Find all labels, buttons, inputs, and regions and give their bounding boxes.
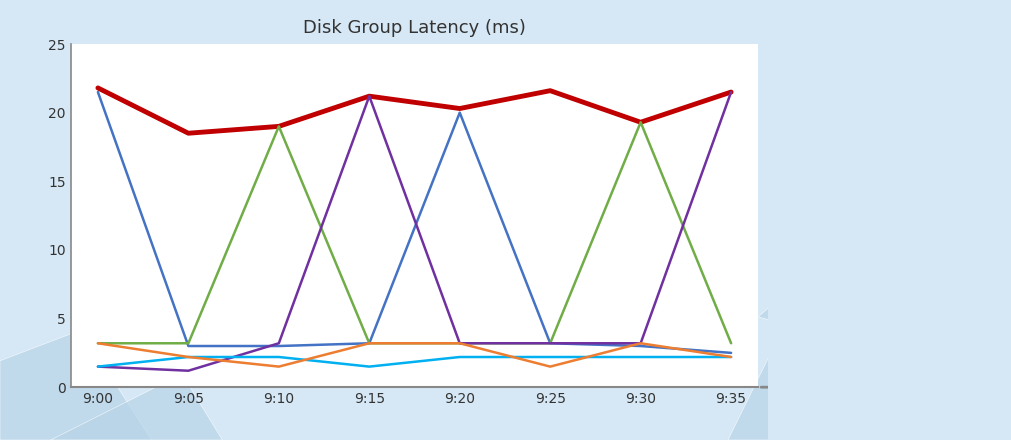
Line: Disk Group 1: Disk Group 1 bbox=[98, 92, 731, 353]
Disk Group 4 bbox=[635, 341, 647, 346]
Disk Group 2 bbox=[273, 124, 285, 129]
Disk Group 6 bbox=[725, 354, 737, 359]
Polygon shape bbox=[728, 317, 930, 440]
Disk Group 2 bbox=[725, 89, 737, 95]
Disk Group 2 bbox=[182, 131, 194, 136]
Line: Disk Group 3: Disk Group 3 bbox=[98, 122, 731, 343]
Disk Group 4 bbox=[725, 89, 737, 95]
Disk Group 4 bbox=[273, 341, 285, 346]
Line: Disk Group 6: Disk Group 6 bbox=[98, 343, 731, 367]
Disk Group 5 bbox=[725, 354, 737, 359]
Disk Group 1 bbox=[182, 343, 194, 348]
Disk Group 3 bbox=[273, 124, 285, 129]
Disk Group 6 bbox=[544, 364, 556, 369]
Disk Group 1 bbox=[92, 89, 104, 95]
Disk Group 1 bbox=[454, 110, 466, 115]
Disk Group 2 bbox=[454, 106, 466, 111]
Disk Group 5 bbox=[544, 354, 556, 359]
Disk Group 1 bbox=[273, 343, 285, 348]
Legend: Disk Group 1, Disk Group 2, Disk Group 3, Disk Group 4, Disk Group 5, Disk Group: Disk Group 1, Disk Group 2, Disk Group 3… bbox=[793, 44, 946, 192]
Disk Group 5 bbox=[454, 354, 466, 359]
Disk Group 6 bbox=[273, 364, 285, 369]
Disk Group 3 bbox=[454, 341, 466, 346]
Disk Group 2 bbox=[635, 120, 647, 125]
Polygon shape bbox=[859, 110, 1011, 255]
Line: Disk Group 5: Disk Group 5 bbox=[98, 357, 731, 367]
Disk Group 3 bbox=[363, 341, 375, 346]
Disk Group 1 bbox=[725, 350, 737, 356]
Disk Group 4 bbox=[454, 341, 466, 346]
Disk Group 5 bbox=[92, 364, 104, 369]
Line: Disk Group 2: Disk Group 2 bbox=[98, 88, 731, 133]
Disk Group 6 bbox=[92, 341, 104, 346]
Disk Group 5 bbox=[635, 354, 647, 359]
Disk Group 3 bbox=[725, 341, 737, 346]
Disk Group 5 bbox=[182, 354, 194, 359]
Disk Group 6 bbox=[182, 354, 194, 359]
Disk Group 3 bbox=[182, 341, 194, 346]
Disk Group 1 bbox=[544, 341, 556, 346]
Polygon shape bbox=[0, 330, 152, 440]
Disk Group 6 bbox=[363, 341, 375, 346]
Disk Group 4 bbox=[544, 341, 556, 346]
Disk Group 4 bbox=[182, 368, 194, 374]
Disk Group 5 bbox=[363, 364, 375, 369]
Disk Group 4 bbox=[363, 94, 375, 99]
Polygon shape bbox=[51, 374, 222, 440]
Disk Group 1 bbox=[363, 341, 375, 346]
Polygon shape bbox=[829, 343, 1011, 440]
Disk Group 3 bbox=[635, 120, 647, 125]
Disk Group 6 bbox=[454, 341, 466, 346]
Disk Group 4 bbox=[92, 364, 104, 369]
Disk Group 6 bbox=[635, 341, 647, 346]
Polygon shape bbox=[758, 198, 1011, 361]
Disk Group 3 bbox=[544, 341, 556, 346]
Disk Group 5 bbox=[273, 354, 285, 359]
Disk Group 1 bbox=[635, 343, 647, 348]
Disk Group 2 bbox=[363, 94, 375, 99]
Disk Group 2 bbox=[92, 85, 104, 91]
Disk Group 2 bbox=[544, 88, 556, 93]
Disk Group 3 bbox=[92, 341, 104, 346]
Title: Disk Group Latency (ms): Disk Group Latency (ms) bbox=[303, 19, 526, 37]
Line: Disk Group 4: Disk Group 4 bbox=[98, 92, 731, 371]
